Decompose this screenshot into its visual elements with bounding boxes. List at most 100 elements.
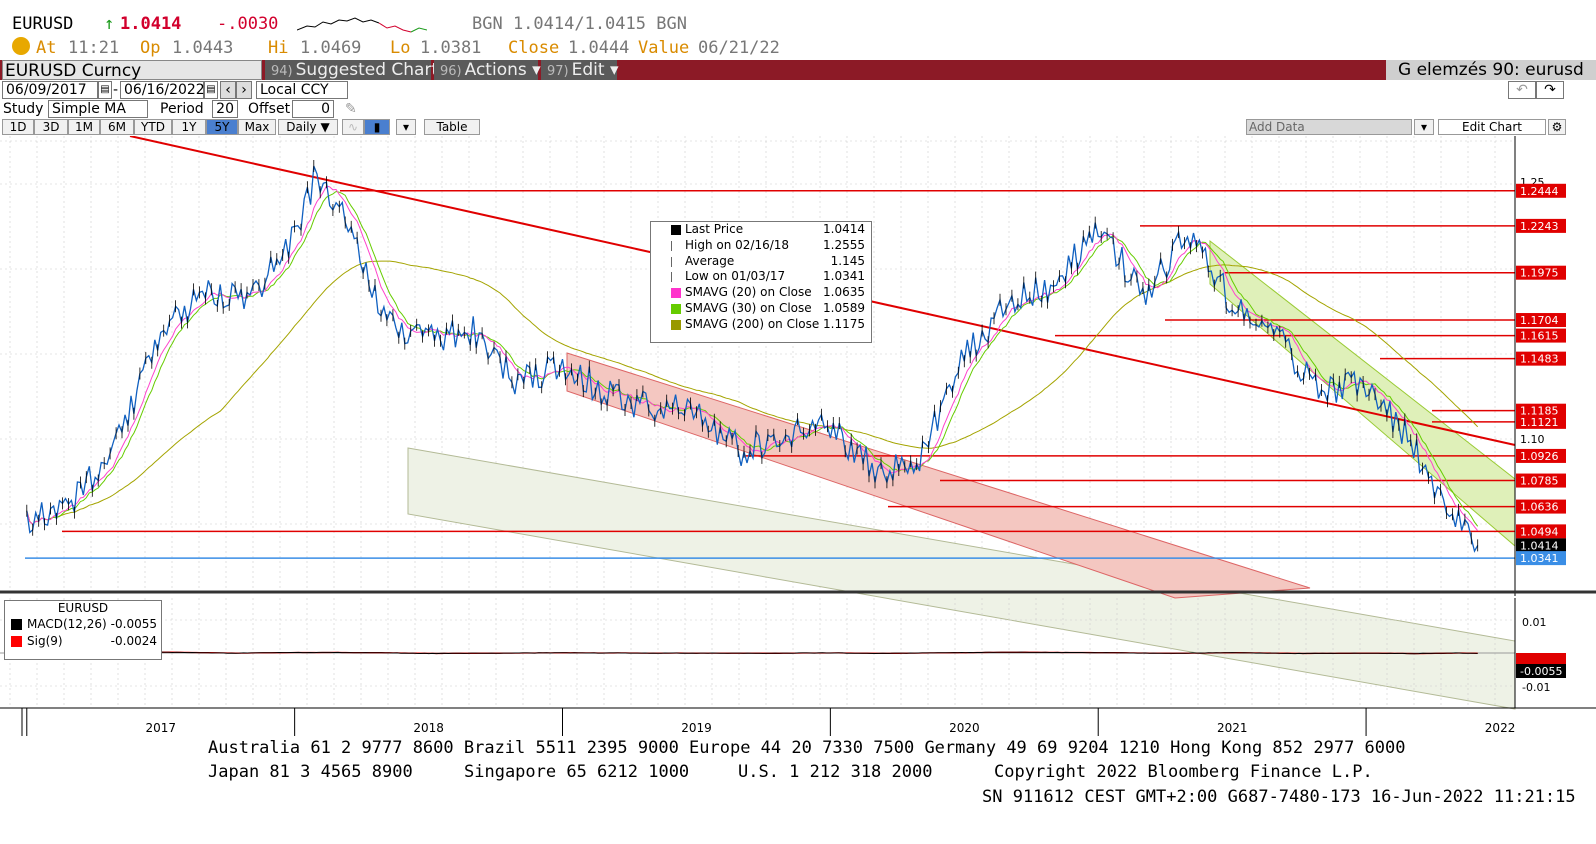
macd-legend[interactable]: EURUSD MACD(12,26) -0.0055 Sig(9) -0.0024 bbox=[4, 600, 162, 660]
legend-label: Average bbox=[685, 253, 735, 268]
line-marker-icon bbox=[671, 240, 682, 251]
x-tick-label: 2021 bbox=[1217, 721, 1248, 735]
price-level-box bbox=[1516, 473, 1566, 488]
sparkline-icon bbox=[297, 17, 427, 33]
x-axis: 2017 2018 2019 2020 2021 2022 bbox=[21, 708, 1515, 736]
tab-1d[interactable]: 1D bbox=[2, 119, 34, 135]
price-level-label: 1.0636 bbox=[1520, 501, 1559, 514]
x-tick-label: 2017 bbox=[146, 721, 177, 735]
price-level-box bbox=[1516, 524, 1566, 539]
price-level-label: 1.2444 bbox=[1520, 185, 1559, 198]
tab-1y[interactable]: 1Y bbox=[172, 119, 206, 135]
calendar-icon-2[interactable]: ▤ bbox=[204, 81, 218, 99]
suggested-charts-button[interactable]: 94) Suggested Charts bbox=[265, 60, 447, 80]
price-level-box bbox=[1516, 351, 1566, 366]
price-change: -.0030 bbox=[217, 14, 279, 34]
analysis-label[interactable]: G elemzés 90: eurusd bbox=[1386, 60, 1596, 80]
price-level-lines bbox=[25, 190, 1515, 559]
date-controls: 06/09/2017 ▤ - 06/16/2022 ▤ ‹ › Local CC… bbox=[0, 81, 1596, 99]
value-date: 06/21/22 bbox=[698, 38, 780, 58]
start-date-input[interactable]: 06/09/2017 bbox=[2, 81, 98, 99]
actions-button[interactable]: 96) Actions ▾ bbox=[434, 60, 541, 80]
tab-5y[interactable]: 5Y bbox=[206, 119, 238, 135]
sma-20-line bbox=[26, 185, 1479, 532]
tab-3d[interactable]: 3D bbox=[34, 119, 68, 135]
legend-entry: Average 1.145 bbox=[651, 254, 871, 270]
open-value: 1.0443 bbox=[172, 38, 234, 58]
legend-value: 1.0414 bbox=[823, 222, 865, 236]
redo-icon[interactable]: ↷ bbox=[1536, 81, 1564, 99]
legend-entry: SMAVG (200) on Close 1.1175 bbox=[651, 317, 871, 333]
legend-label: High on 02/16/18 bbox=[685, 237, 790, 252]
frequency-select[interactable]: Daily ▼ bbox=[278, 119, 338, 135]
macd-value-box bbox=[1516, 664, 1566, 678]
tab-1m[interactable]: 1M bbox=[68, 119, 100, 135]
pencil-icon[interactable]: ✎ bbox=[345, 101, 357, 117]
line-marker-icon bbox=[671, 256, 682, 267]
footer-japan: Japan 81 3 4565 8900 bbox=[208, 762, 413, 782]
price-level-labels: 1.2444 1.2243 1.1975 1.1704 1.1615 1.1483 1.11… bbox=[1516, 183, 1566, 566]
price-level-box bbox=[1516, 448, 1566, 463]
currency-select[interactable]: Local CCY bbox=[256, 81, 348, 99]
price-level-box bbox=[1516, 403, 1566, 418]
undo-icon[interactable]: ↶ bbox=[1508, 81, 1536, 99]
legend-label: MACD(12,26) bbox=[27, 617, 107, 631]
line-marker-icon bbox=[671, 272, 682, 283]
series-swatch-icon bbox=[671, 288, 681, 299]
footer-contacts: Australia 61 2 9777 8600 Brazil 5511 239… bbox=[208, 738, 1406, 758]
price-level-label: 1.0785 bbox=[1520, 475, 1559, 488]
offset-input[interactable]: 0 bbox=[292, 100, 334, 118]
legend-entry: Low on 01/03/17 1.0341 bbox=[651, 269, 871, 285]
chart-legend[interactable]: Last Price 1.0414 High on 02/16/18 1.2555 Av… bbox=[650, 221, 872, 343]
study-select[interactable]: Simple MA bbox=[48, 100, 148, 118]
legend-value: -0.0024 bbox=[110, 634, 157, 648]
regression-channel-green bbox=[1209, 239, 1516, 548]
price-level-label: 1.1615 bbox=[1520, 330, 1559, 343]
tab-ytd[interactable]: YTD bbox=[134, 119, 172, 135]
price-level-label: 1.1975 bbox=[1520, 267, 1559, 280]
price-level-box bbox=[1516, 414, 1566, 429]
calendar-icon[interactable]: ▤ bbox=[98, 81, 112, 99]
price-level-box bbox=[1516, 499, 1566, 514]
tab-6m[interactable]: 6M bbox=[100, 119, 134, 135]
high-value: 1.0469 bbox=[300, 38, 362, 58]
low-value: 1.0381 bbox=[420, 38, 482, 58]
security-title[interactable]: EURUSD Curncy bbox=[2, 60, 262, 81]
price-level-box bbox=[1516, 328, 1566, 343]
period-input[interactable]: 20 bbox=[212, 100, 238, 118]
price-level-label: 1.1121 bbox=[1520, 416, 1559, 429]
table-button[interactable]: Table bbox=[424, 119, 480, 135]
footer-copyright: Copyright 2022 Bloomberg Finance L.P. bbox=[994, 762, 1373, 782]
series-swatch-icon bbox=[671, 319, 681, 330]
macd-legend-entry: MACD(12,26) -0.0055 bbox=[5, 616, 161, 633]
close-label: Close bbox=[508, 38, 560, 58]
study-controls: Study Simple MA Period 20 Offset 0 ✎ bbox=[0, 100, 1596, 118]
chart-type-dropdown-icon[interactable]: ▾ bbox=[396, 119, 416, 135]
price-line bbox=[26, 165, 1479, 553]
next-arrow-icon[interactable]: › bbox=[236, 81, 252, 99]
legend-value: 1.2555 bbox=[823, 237, 865, 252]
line-chart-icon[interactable]: ∿ bbox=[342, 119, 364, 135]
price-level-label: 1.0414 bbox=[1520, 539, 1559, 552]
edit-button[interactable]: 97) Edit ▾ bbox=[541, 60, 618, 80]
edit-chart-button[interactable]: Edit Chart bbox=[1438, 119, 1546, 135]
toolbar: EURUSD Curncy 94) Suggested Charts 96) Act… bbox=[0, 60, 1596, 81]
candle-chart-icon[interactable]: ▮ bbox=[364, 119, 390, 135]
chart-grid bbox=[0, 136, 1515, 591]
macd-legend-title: EURUSD bbox=[57, 601, 109, 615]
add-data-input[interactable]: Add Data bbox=[1246, 119, 1412, 135]
end-date-input[interactable]: 06/16/2022 bbox=[120, 81, 205, 99]
add-data-dropdown-icon[interactable]: ▾ bbox=[1414, 119, 1434, 135]
legend-value: 1.0635 bbox=[823, 285, 865, 300]
legend-label: SMAVG (20) on Close bbox=[685, 285, 812, 300]
macd-tick-label: 0.01 bbox=[1522, 616, 1547, 629]
series-swatch-icon bbox=[11, 619, 22, 630]
price-level-label: 1.2243 bbox=[1520, 220, 1559, 233]
tab-max[interactable]: Max bbox=[238, 119, 276, 135]
footer-session: SN 911612 CEST GMT+2:00 G687-7480-173 16… bbox=[982, 787, 1576, 807]
macd-value-label: -0.0055 bbox=[1520, 665, 1562, 678]
prev-arrow-icon[interactable]: ‹ bbox=[220, 81, 236, 99]
sma-30-line bbox=[26, 190, 1479, 527]
macd-value-box bbox=[1516, 653, 1566, 667]
settings-icon[interactable]: ⚙ bbox=[1548, 119, 1566, 135]
